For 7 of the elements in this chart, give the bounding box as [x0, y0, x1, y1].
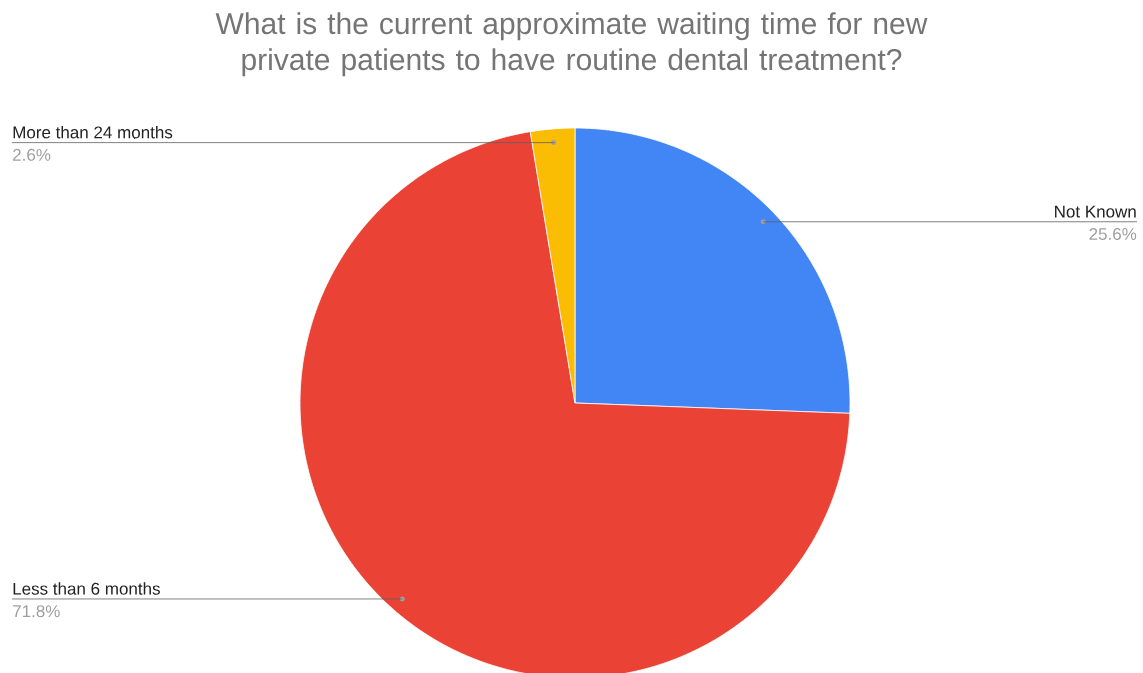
data-label: 25.6% [1089, 227, 1137, 241]
slice-label: Less than 6 months [13, 582, 160, 595]
data-label: 2.6% [13, 148, 51, 161]
slice-label: More than 24 months [13, 125, 173, 139]
data-label: 71.8% [13, 605, 60, 618]
chart-title: What is the current approximate waiting time for new private patients to have routine dental treatment? [215, 12, 928, 77]
slice-label: Not Known [1055, 205, 1136, 218]
